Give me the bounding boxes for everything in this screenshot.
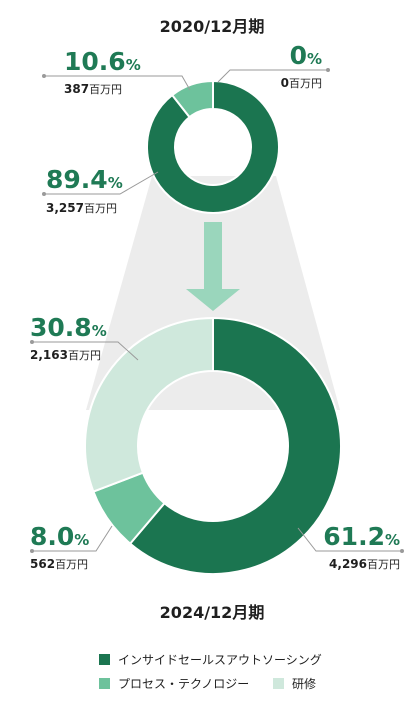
leader-line-2024-process [32,525,113,552]
unit-label: 百万円 [84,202,117,215]
percent-sign: % [126,56,141,74]
percent-sign: % [108,174,123,192]
leader-dot-2024-training [30,340,34,344]
percent-2020-inside: 89.4 [46,165,108,194]
slice-2020-process [170,79,214,119]
unit-label: 百万円 [55,558,88,571]
leader-dot-2020-process [42,74,46,78]
svg-text:562百万円: 562百万円 [30,557,88,571]
svg-text:30.8%: 30.8% [30,313,107,342]
slice-2024-inside [128,316,342,575]
percent-2020-process: 10.6 [64,47,126,76]
leader-dot-2020-training [326,68,330,72]
down-arrow-icon [186,222,240,311]
svg-text:4,296百万円: 4,296百万円 [329,557,400,571]
amount-2020-training: 0 [281,76,289,90]
legend-label-training: 研修 [292,676,316,691]
unit-label: 百万円 [68,349,101,362]
percent-sign: % [92,322,107,340]
label-2020-process: 10.6% 387百万円 [64,47,141,96]
legend-label-inside: インサイドセールスアウトソーシング [118,653,322,667]
legend: インサイドセールスアウトソーシング プロセス・テクノロジー 研修 [99,653,322,691]
label-2024-inside: 61.2% 4,296百万円 [323,522,400,571]
percent-sign: % [385,531,400,549]
svg-text:0%: 0% [290,41,322,70]
svg-text:2,163百万円: 2,163百万円 [30,348,101,362]
leader-lines-2020 [42,68,330,196]
leader-dot-2020-inside [42,192,46,196]
label-2024-process: 8.0% 562百万円 [30,522,89,571]
amount-2024-inside: 4,296 [329,557,367,571]
leader-lines-2024 [30,340,404,553]
label-2020-inside: 89.4% 3,257百万円 [46,165,123,215]
legend-swatch-process [99,678,110,689]
slice-2020-inside [146,79,280,214]
svg-text:8.0%: 8.0% [30,522,89,551]
label-2020-training: 0% 0百万円 [281,41,322,90]
leader-dot-2024-inside [400,549,404,553]
svg-text:3,257百万円: 3,257百万円 [46,201,117,215]
leader-line-2024-training [32,341,139,361]
chart-title-2020: 2020/12月期 [160,17,265,36]
legend-label-process: プロセス・テクノロジー [118,677,249,691]
svg-text:387百万円: 387百万円 [64,82,122,96]
donut-2024 [84,316,342,575]
amount-2020-process: 387 [64,82,89,96]
percent-2024-inside: 61.2 [323,522,385,551]
chart-title-2024: 2024/12月期 [160,603,265,622]
amount-2024-training: 2,163 [30,348,68,362]
unit-label: 百万円 [367,558,400,571]
percent-2024-process: 8.0 [30,522,74,551]
svg-text:0百万円: 0百万円 [281,76,322,90]
leader-dot-2024-process [30,549,34,553]
slice-2024-training [84,316,214,493]
svg-text:61.2%: 61.2% [323,522,400,551]
svg-text:10.6%: 10.6% [64,47,141,76]
legend-swatch-training [273,678,284,689]
percent-sign: % [74,531,89,549]
label-2024-training: 30.8% 2,163百万円 [30,313,107,362]
leader-line-2024-inside [297,527,402,552]
legend-swatch-inside [99,654,110,665]
leader-line-2020-process [44,75,191,91]
unit-label: 百万円 [89,83,122,96]
leader-line-2020-inside [44,171,159,195]
percent-2024-training: 30.8 [30,313,92,342]
amount-2020-inside: 3,257 [46,201,84,215]
unit-label: 百万円 [289,77,322,90]
svg-text:89.4%: 89.4% [46,165,123,194]
donut-2020 [146,79,280,214]
percent-2020-training: 0 [290,41,307,70]
percent-sign: % [307,50,322,68]
leader-line-2020-training [217,69,328,83]
amount-2024-process: 562 [30,557,55,571]
